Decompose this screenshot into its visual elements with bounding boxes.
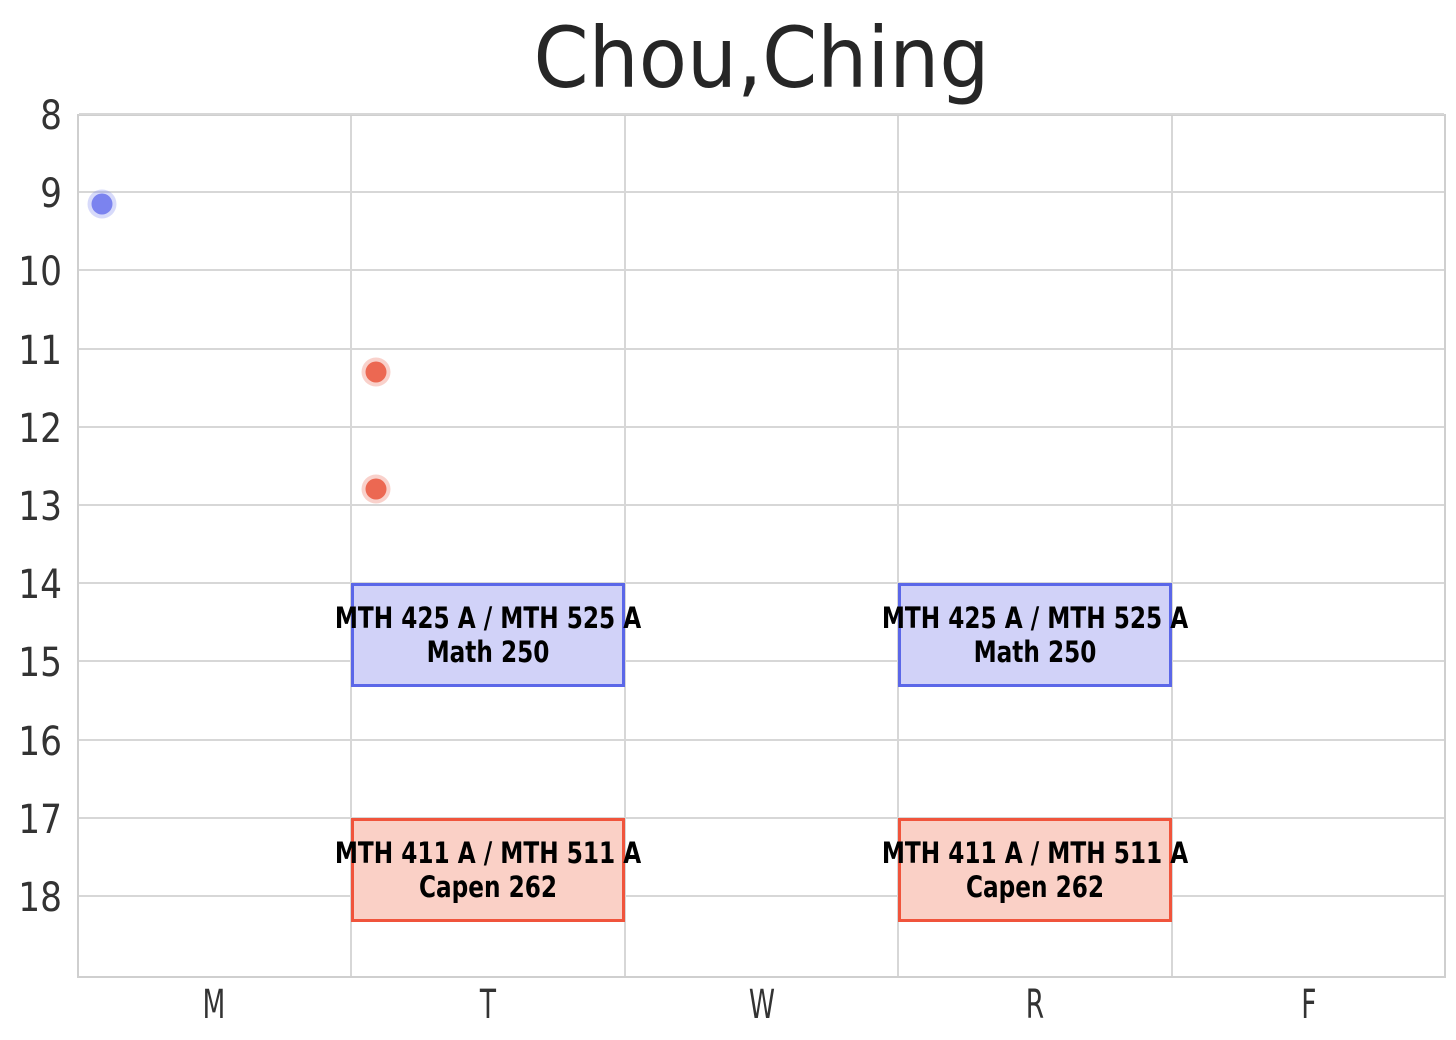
y-axis-tick-label: 14 [18,562,62,609]
x-axis-day-label: M [202,982,226,1028]
y-axis-tick-label: 12 [18,405,62,452]
y-axis-tick-label: 18 [18,874,62,921]
y-axis-tick-label: 8 [40,93,62,139]
gridline-vertical [349,116,352,976]
course-block-label: MTH 411 A / MTH 511 A Capen 262 [335,836,641,904]
course-block: MTH 425 A / MTH 525 A Math 250 [335,583,641,688]
y-axis-tick-label: 17 [18,796,62,843]
gridline-horizontal [79,347,1444,350]
gridline-horizontal [79,425,1444,428]
course-name-label: MTH 411 A / MTH 511 A [882,835,1189,870]
x-axis-day-label: T [479,982,496,1028]
gridline-vertical [897,116,900,976]
x-axis-day-label: W [748,982,775,1028]
course-block-label: MTH 411 A / MTH 511 A Capen 262 [882,836,1188,904]
gridline-horizontal [79,191,1444,194]
course-block: MTH 425 A / MTH 525 A Math 250 [882,583,1188,688]
course-name-label: MTH 411 A / MTH 511 A [334,835,641,870]
gridline-horizontal [79,738,1444,741]
y-axis-tick-label: 16 [18,718,62,765]
course-block: MTH 411 A / MTH 511 A Capen 262 [335,817,641,922]
y-axis-tick-label: 11 [18,327,62,374]
course-room-label: Capen 262 [966,869,1105,904]
gridline-horizontal [79,582,1444,585]
plot-area [77,113,1446,978]
y-axis-tick-label: 15 [18,640,62,687]
x-axis-day-label: R [1026,982,1045,1028]
course-room-label: Capen 262 [418,869,557,904]
gridline-vertical [1171,116,1174,976]
course-room-label: Math 250 [973,635,1097,670]
gridline-horizontal [79,269,1444,272]
gridline-horizontal [79,660,1444,663]
course-name-label: MTH 425 A / MTH 525 A [334,601,641,636]
y-axis-tick-label: 10 [18,249,62,296]
event-marker-dot [365,478,387,500]
y-axis-tick-label: 13 [18,483,62,530]
gridline-horizontal [79,113,1444,115]
y-axis-tick-label: 9 [40,171,62,218]
chart-title: Chou,Ching [533,9,990,107]
gridline-vertical [623,116,626,976]
course-block-label: MTH 425 A / MTH 525 A Math 250 [882,601,1188,669]
gridline-horizontal [79,503,1444,506]
course-room-label: Math 250 [426,635,550,670]
course-block: MTH 411 A / MTH 511 A Capen 262 [882,817,1188,922]
x-axis-day-label: F [1301,982,1317,1028]
gridline-horizontal [79,816,1444,819]
event-marker-dot [91,193,113,215]
gridline-horizontal [79,894,1444,897]
course-block-label: MTH 425 A / MTH 525 A Math 250 [335,601,641,669]
course-name-label: MTH 425 A / MTH 525 A [882,601,1189,636]
event-marker-dot [365,361,387,383]
